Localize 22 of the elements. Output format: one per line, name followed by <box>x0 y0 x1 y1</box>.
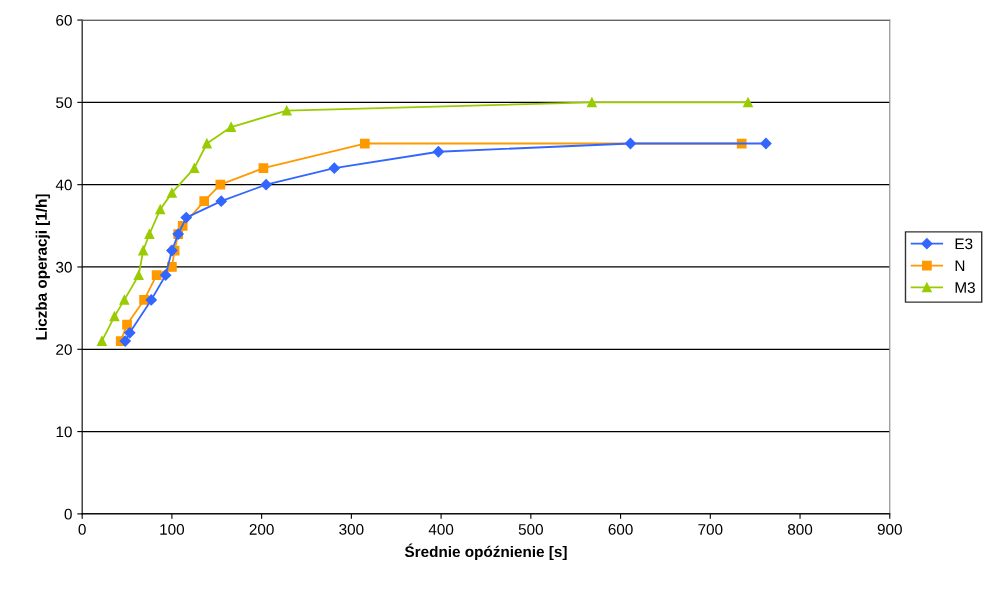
x-tick-label: 600 <box>608 524 633 535</box>
x-tick-label: 800 <box>787 524 813 535</box>
legend-label: N <box>955 260 965 271</box>
y-tick-label: 0 <box>64 508 72 520</box>
x-tick-label: 400 <box>428 524 454 535</box>
x-tick-label: 300 <box>339 524 364 535</box>
y-tick-label: 30 <box>56 261 72 273</box>
y-tick-label: 10 <box>56 426 72 438</box>
x-axis-title: Średnie opóźnienie [s] <box>404 543 567 561</box>
x-tick-label: 0 <box>78 524 86 535</box>
x-tick-label: 200 <box>249 524 274 535</box>
x-tick-label: 500 <box>518 524 543 535</box>
x-tick-label: 700 <box>698 524 723 535</box>
legend-label: E3 <box>955 238 973 250</box>
x-tick-label: 900 <box>877 524 902 535</box>
y-axis-title: Liczba operacji [1/h] <box>35 194 50 340</box>
y-tick-label: 40 <box>55 179 72 191</box>
y-tick-label: 50 <box>56 97 72 109</box>
legend-label: M3 <box>955 282 975 293</box>
y-tick-label: 60 <box>56 14 72 26</box>
x-tick-label: 100 <box>160 524 185 535</box>
y-tick-label: 20 <box>56 344 72 355</box>
